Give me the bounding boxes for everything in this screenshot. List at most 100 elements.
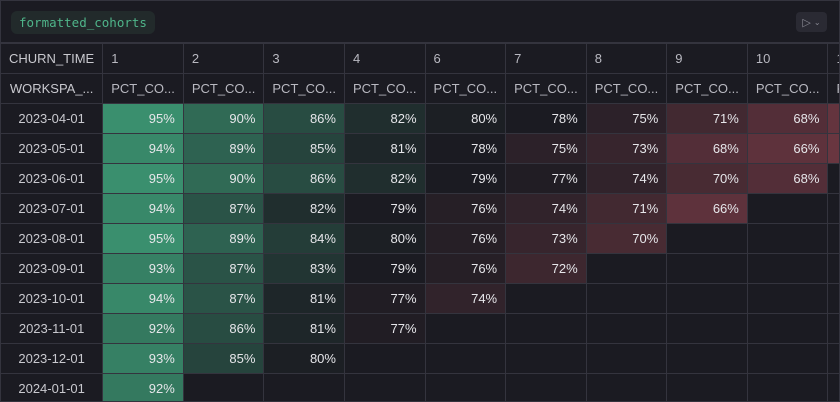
value-cell[interactable]: [505, 283, 587, 314]
value-cell[interactable]: [827, 163, 839, 194]
value-cell[interactable]: [343, 373, 426, 401]
value-cell[interactable]: 77%: [343, 283, 426, 314]
value-cell[interactable]: 76%: [424, 253, 507, 284]
value-cell[interactable]: 94%: [102, 283, 184, 314]
value-cell[interactable]: [505, 373, 587, 401]
value-cell[interactable]: 74%: [424, 283, 507, 314]
value-cell[interactable]: [827, 223, 839, 254]
value-cell[interactable]: 81%: [263, 283, 345, 314]
value-cell[interactable]: 73%: [505, 223, 587, 254]
value-cell[interactable]: 85%: [182, 343, 265, 374]
value-cell[interactable]: [585, 253, 668, 284]
value-cell[interactable]: 81%: [263, 313, 345, 344]
value-cell[interactable]: 80%: [263, 343, 345, 374]
value-cell[interactable]: 81%: [343, 133, 426, 164]
subheader-label[interactable]: WORKSPA_...: [1, 73, 104, 104]
value-cell[interactable]: 77%: [343, 313, 426, 344]
value-cell[interactable]: [827, 283, 839, 314]
value-cell[interactable]: 71%: [666, 103, 748, 134]
value-cell[interactable]: 70%: [666, 163, 748, 194]
column-header[interactable]: 6: [424, 43, 507, 74]
value-cell[interactable]: [263, 373, 345, 401]
value-cell[interactable]: [827, 313, 839, 344]
value-cell[interactable]: [666, 253, 748, 284]
value-cell[interactable]: 95%: [102, 103, 184, 134]
value-cell[interactable]: [746, 253, 829, 284]
header-label[interactable]: CHURN_TIME: [1, 43, 104, 74]
value-cell[interactable]: 94%: [102, 193, 184, 224]
column-header[interactable]: PCT_CO...: [505, 73, 587, 104]
value-cell[interactable]: [424, 373, 507, 401]
value-cell[interactable]: [666, 313, 748, 344]
value-cell[interactable]: 79%: [343, 193, 426, 224]
column-header[interactable]: PCT_CO...: [182, 73, 265, 104]
value-cell[interactable]: 65%: [827, 103, 839, 134]
column-header[interactable]: 3: [263, 43, 345, 74]
value-cell[interactable]: 90%: [182, 103, 265, 134]
value-cell[interactable]: 73%: [585, 133, 668, 164]
value-cell[interactable]: [666, 223, 748, 254]
value-cell[interactable]: 70%: [585, 223, 668, 254]
value-cell[interactable]: 94%: [102, 133, 184, 164]
value-cell[interactable]: 76%: [424, 223, 507, 254]
value-cell[interactable]: 68%: [746, 163, 829, 194]
value-cell[interactable]: [827, 373, 839, 401]
value-cell[interactable]: 80%: [343, 223, 426, 254]
value-cell[interactable]: 78%: [424, 133, 507, 164]
column-header[interactable]: PCT_CO...: [102, 73, 184, 104]
value-cell[interactable]: [746, 343, 829, 374]
column-header[interactable]: PCT_CO...: [424, 73, 507, 104]
value-cell[interactable]: [746, 283, 829, 314]
value-cell[interactable]: [585, 343, 668, 374]
value-cell[interactable]: [424, 313, 507, 344]
value-cell[interactable]: 90%: [182, 163, 265, 194]
value-cell[interactable]: [585, 373, 668, 401]
column-header[interactable]: PCT_CO...: [827, 73, 839, 104]
dataframe-title[interactable]: formatted_cohorts: [11, 11, 155, 34]
column-header[interactable]: PCT_CO...: [343, 73, 426, 104]
value-cell[interactable]: 82%: [343, 103, 426, 134]
value-cell[interactable]: [666, 283, 748, 314]
value-cell[interactable]: [746, 223, 829, 254]
column-header[interactable]: 9: [666, 43, 748, 74]
value-cell[interactable]: 77%: [505, 163, 587, 194]
value-cell[interactable]: 93%: [102, 343, 184, 374]
value-cell[interactable]: [746, 373, 829, 401]
value-cell[interactable]: [827, 343, 839, 374]
value-cell[interactable]: 86%: [263, 103, 345, 134]
column-header[interactable]: 4: [343, 43, 426, 74]
column-header[interactable]: 8: [585, 43, 668, 74]
column-header[interactable]: PCT_CO...: [585, 73, 668, 104]
value-cell[interactable]: 92%: [102, 313, 184, 344]
value-cell[interactable]: 76%: [424, 193, 507, 224]
value-cell[interactable]: 80%: [424, 103, 507, 134]
value-cell[interactable]: 87%: [182, 253, 265, 284]
run-button[interactable]: ▷ ⌄: [796, 12, 827, 32]
value-cell[interactable]: [666, 343, 748, 374]
value-cell[interactable]: 75%: [585, 103, 668, 134]
value-cell[interactable]: 79%: [424, 163, 507, 194]
column-header[interactable]: 2: [182, 43, 265, 74]
value-cell[interactable]: 93%: [102, 253, 184, 284]
value-cell[interactable]: 64%: [827, 133, 839, 164]
value-cell[interactable]: 82%: [263, 193, 345, 224]
value-cell[interactable]: 74%: [505, 193, 587, 224]
value-cell[interactable]: [585, 313, 668, 344]
value-cell[interactable]: 92%: [102, 373, 184, 401]
value-cell[interactable]: [827, 253, 839, 284]
value-cell[interactable]: [585, 283, 668, 314]
column-header[interactable]: 10: [746, 43, 829, 74]
value-cell[interactable]: 87%: [182, 193, 265, 224]
column-header[interactable]: PCT_CO...: [263, 73, 345, 104]
value-cell[interactable]: 83%: [263, 253, 345, 284]
value-cell[interactable]: 75%: [505, 133, 587, 164]
value-cell[interactable]: 74%: [585, 163, 668, 194]
value-cell[interactable]: 79%: [343, 253, 426, 284]
column-header[interactable]: 11: [827, 43, 839, 74]
value-cell[interactable]: 72%: [505, 253, 587, 284]
value-cell[interactable]: 82%: [343, 163, 426, 194]
column-header[interactable]: 7: [505, 43, 587, 74]
value-cell[interactable]: 95%: [102, 223, 184, 254]
value-cell[interactable]: 87%: [182, 283, 265, 314]
value-cell[interactable]: [505, 343, 587, 374]
